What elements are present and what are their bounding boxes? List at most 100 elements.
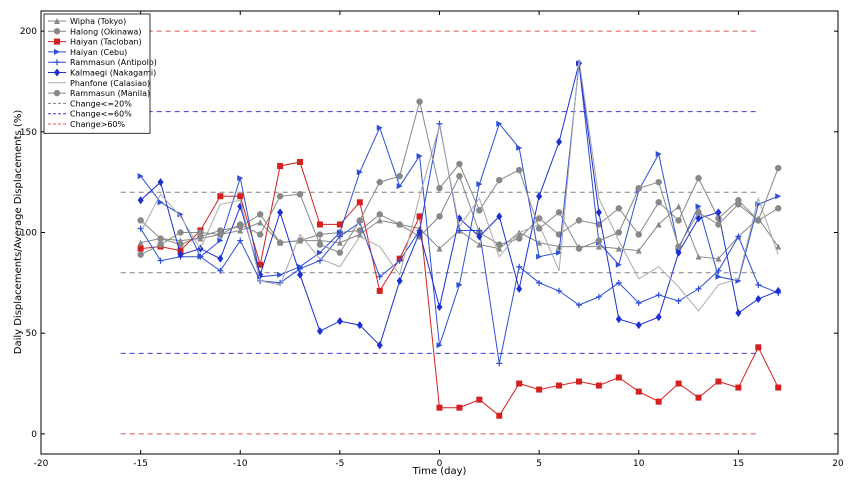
series-3-point-7 <box>277 271 284 278</box>
series-2-point-16 <box>456 404 463 411</box>
series-5-point-30 <box>735 309 742 318</box>
series-0-point-27 <box>675 203 682 210</box>
series-1-point-1 <box>157 235 164 242</box>
series-1-point-7 <box>276 239 284 246</box>
series-2-point-27 <box>675 380 682 387</box>
y-tick-label-1: 50 <box>26 329 38 339</box>
x-axis-label: Time (day) <box>412 466 467 477</box>
series-0-point-0 <box>137 239 144 246</box>
threshold-lines <box>120 30 759 435</box>
series-4-point-31 <box>755 281 762 288</box>
series-2-point-29 <box>715 378 722 385</box>
legend-marker-2 <box>54 38 60 45</box>
legend-entry-0: Wipha (Tokyo) <box>48 17 126 26</box>
series-3-point-2 <box>177 211 184 218</box>
series-4-point-30 <box>735 233 742 240</box>
legend-entry-7: Rammasun (Manila) <box>48 89 150 98</box>
series-7-point-21 <box>555 209 563 216</box>
series-0-point-5 <box>237 227 244 234</box>
legend-entry-1: Halong (Okinawa) <box>48 27 142 36</box>
series-3-point-19 <box>516 144 523 151</box>
series-2-point-10 <box>336 221 343 228</box>
series-3-point-28 <box>695 203 702 210</box>
series-5-point-9 <box>316 327 323 336</box>
series-2-point-11 <box>356 199 363 206</box>
series-4-point-3 <box>197 253 204 260</box>
legend-box <box>43 13 151 134</box>
legend-entry-2: Haiyan (Tacloban) <box>48 38 142 47</box>
series-7-point-19 <box>515 166 523 174</box>
series-3-point-17 <box>476 181 483 188</box>
series-line-6 <box>140 59 779 312</box>
series-0-point-18 <box>496 245 503 252</box>
series-2-point-22 <box>575 378 582 385</box>
series-4-point-16 <box>456 227 463 234</box>
series-1-point-0 <box>137 217 144 224</box>
series-2-point-18 <box>496 412 503 419</box>
series-5-point-2 <box>177 250 184 259</box>
series-5-point-0 <box>137 196 144 205</box>
series-2-point-17 <box>476 396 483 403</box>
series-0-point-26 <box>655 221 662 228</box>
x-tick-label-5: 5 <box>536 459 542 469</box>
series-4-point-20 <box>536 279 543 286</box>
series-0-point-32 <box>775 243 782 250</box>
series-7-point-22 <box>575 245 583 252</box>
series-7-point-23 <box>595 237 603 244</box>
series-5-point-8 <box>297 270 304 279</box>
series-5-point-12 <box>376 341 383 350</box>
series-7-point-14 <box>416 98 423 105</box>
series-7-point-20 <box>535 225 543 232</box>
series-5-point-15 <box>436 303 443 312</box>
series-3-point-15 <box>436 342 443 349</box>
series-4-point-21 <box>556 287 563 294</box>
legend-marker-0 <box>54 18 60 24</box>
series-2-point-12 <box>376 287 383 294</box>
series-1-point-27 <box>675 217 682 224</box>
series-4-point-19 <box>516 263 523 270</box>
series-7-point-29 <box>715 221 722 228</box>
series-4-point-5 <box>237 237 244 244</box>
legend-label-5: Kalmaegi (Nakagami) <box>70 69 156 78</box>
series-5-point-18 <box>496 212 503 221</box>
series-1-point-19 <box>515 235 523 242</box>
series-5-point-27 <box>675 248 682 257</box>
legend-label-0: Wipha (Tokyo) <box>70 17 126 26</box>
x-tick-label-8: 20 <box>832 459 844 469</box>
series-5-point-11 <box>356 321 363 330</box>
series-2-point-31 <box>755 344 762 351</box>
series-1-point-28 <box>695 174 702 182</box>
series-1-point-15 <box>436 213 443 220</box>
series-7-point-13 <box>396 172 403 180</box>
series-3-point-0 <box>137 173 144 180</box>
series-0-point-12 <box>376 217 383 224</box>
series-5-point-4 <box>217 254 224 263</box>
series-5-point-13 <box>396 276 403 285</box>
series-1-point-24 <box>615 205 623 212</box>
series-1-point-13 <box>396 221 403 228</box>
y-axis-label: Daily Displacements/Average Displacement… <box>13 110 24 355</box>
series-2-point-24 <box>615 374 622 381</box>
series-3-point-11 <box>356 169 363 176</box>
series-4-point-27 <box>675 297 682 304</box>
series-5-point-17 <box>476 232 483 241</box>
series-5-point-31 <box>755 294 762 303</box>
series-4-point-25 <box>635 299 642 306</box>
series-2-point-23 <box>595 382 602 389</box>
series-layer <box>137 59 782 419</box>
legend-label-8: Change<=20% <box>70 99 132 108</box>
legend-entry-8: Change<=20% <box>48 99 132 108</box>
series-7-point-32 <box>774 164 782 172</box>
series-3-point-20 <box>536 253 543 260</box>
legend-marker-3 <box>54 48 60 55</box>
series-2-point-2 <box>177 247 184 254</box>
legend-label-6: Phanfone (Calasiao) <box>70 79 150 88</box>
series-1-point-25 <box>635 231 642 238</box>
x-tick-label-3: -5 <box>335 459 344 469</box>
x-tick-label-2: -10 <box>233 459 248 469</box>
x-tick-label-6: 10 <box>633 459 645 469</box>
series-5-point-26 <box>655 313 662 322</box>
x-tick-label-4: 0 <box>437 459 443 469</box>
series-2-point-6 <box>257 261 264 268</box>
